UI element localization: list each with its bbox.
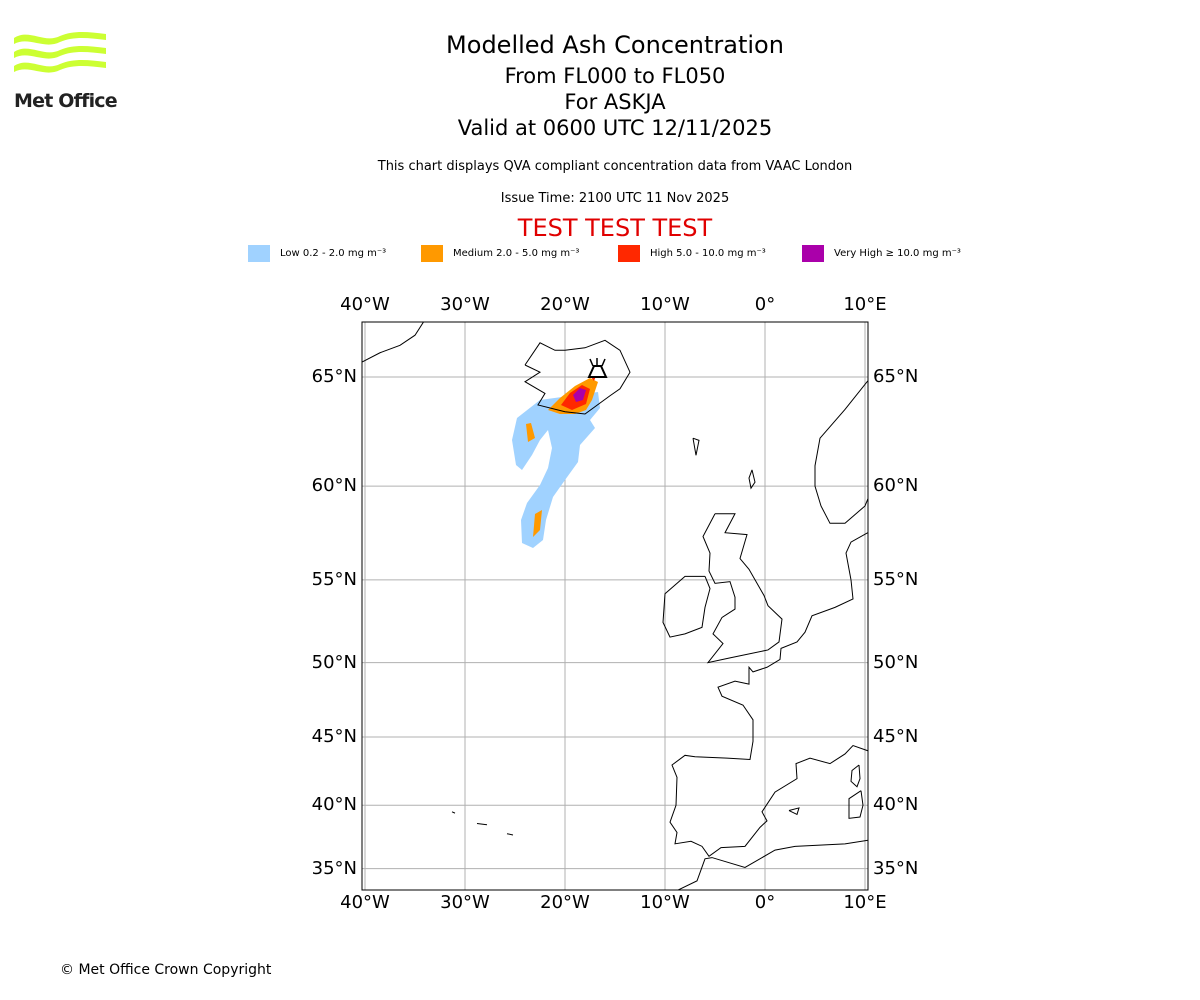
legend-item-very-high: Very High ≥ 10.0 mg m⁻³ xyxy=(802,245,961,262)
description: This chart displays QVA compliant concen… xyxy=(377,159,853,174)
coastline-faroe xyxy=(692,437,700,456)
coastline-mallorca xyxy=(788,807,800,816)
chart-title: Modelled Ash Concentration xyxy=(446,31,784,59)
lon-label-top: 0° xyxy=(754,294,776,315)
lat-label-left: 45°N xyxy=(311,726,357,748)
legend-item-medium: Medium 2.0 - 5.0 mg m⁻³ xyxy=(421,245,579,262)
coastline-azores2 xyxy=(476,822,488,826)
coastline-shetland xyxy=(748,469,756,490)
legend-label: High 5.0 - 10.0 mg m⁻³ xyxy=(650,248,766,259)
coastline-britain xyxy=(702,513,783,664)
lon-label-bottom: 40°W xyxy=(340,892,390,913)
legend-item-low: Low 0.2 - 2.0 mg m⁻³ xyxy=(248,245,386,262)
coastline-africa xyxy=(676,839,868,890)
lat-label-left: 40°N xyxy=(311,794,357,816)
legend-swatch xyxy=(802,245,824,262)
test-banner: TEST TEST TEST xyxy=(517,214,713,242)
lon-label-bottom: 0° xyxy=(754,892,776,913)
coastline-corsica xyxy=(850,764,861,788)
map-frame xyxy=(361,321,869,891)
coastlines xyxy=(362,322,868,890)
volcano-name: For ASKJA xyxy=(564,90,666,114)
coastline-norway xyxy=(814,379,868,524)
ash-low xyxy=(512,392,600,548)
ash-very-high xyxy=(573,388,586,402)
flight-levels: From FL000 to FL050 xyxy=(504,64,726,88)
lat-label-right: 55°N xyxy=(873,568,919,590)
logo-waves-icon xyxy=(14,32,106,73)
coastline-sardinia xyxy=(848,790,864,819)
lon-label-bottom: 20°W xyxy=(540,892,590,913)
lat-label-left: 50°N xyxy=(311,651,357,673)
legend-label: Medium 2.0 - 5.0 mg m⁻³ xyxy=(453,248,580,259)
coastline-ireland xyxy=(662,575,711,638)
volcano-icon xyxy=(587,358,608,378)
lat-label-left: 35°N xyxy=(311,857,357,879)
lat-label-right: 45°N xyxy=(873,726,919,748)
coastline-azores3 xyxy=(506,833,514,836)
graticule xyxy=(362,322,868,890)
legend-swatch xyxy=(618,245,640,262)
copyright: © Met Office Crown Copyright xyxy=(60,962,272,978)
issue-time: Issue Time: 2100 UTC 11 Nov 2025 xyxy=(500,191,730,206)
lon-label-top: 10°E xyxy=(843,294,887,315)
lat-label-left: 55°N xyxy=(311,568,357,590)
lat-label-right: 35°N xyxy=(873,857,919,879)
met-office-logo xyxy=(14,30,106,90)
lon-label-top: 10°W xyxy=(640,294,690,315)
coastline-greenland xyxy=(362,322,425,363)
legend-swatch xyxy=(248,245,270,262)
lon-label-top: 30°W xyxy=(440,294,490,315)
lon-label-top: 20°W xyxy=(540,294,590,315)
coastline-continent xyxy=(669,579,868,858)
legend-label: Very High ≥ 10.0 mg m⁻³ xyxy=(834,248,961,259)
coastline-denmark xyxy=(845,531,868,580)
lon-label-top: 40°W xyxy=(340,294,390,315)
lon-label-bottom: 10°W xyxy=(640,892,690,913)
legend-item-high: High 5.0 - 10.0 mg m⁻³ xyxy=(618,245,766,262)
legend-swatch xyxy=(421,245,443,262)
valid-time: Valid at 0600 UTC 12/11/2025 xyxy=(457,116,773,140)
lat-label-right: 50°N xyxy=(873,651,919,673)
logo-text: Met Office xyxy=(14,90,118,112)
lat-label-right: 65°N xyxy=(873,366,919,387)
lat-label-right: 60°N xyxy=(873,475,919,497)
lon-label-bottom: 10°E xyxy=(843,892,887,913)
lat-label-left: 65°N xyxy=(311,366,357,387)
lat-label-left: 60°N xyxy=(311,475,357,497)
coastline-azores1 xyxy=(451,811,456,814)
ash-layer xyxy=(512,376,600,548)
lon-label-bottom: 30°W xyxy=(440,892,490,913)
legend-label: Low 0.2 - 2.0 mg m⁻³ xyxy=(280,248,387,259)
ash-medium xyxy=(526,378,598,537)
coastline-iceland xyxy=(524,339,631,415)
lat-label-right: 40°N xyxy=(873,794,919,816)
